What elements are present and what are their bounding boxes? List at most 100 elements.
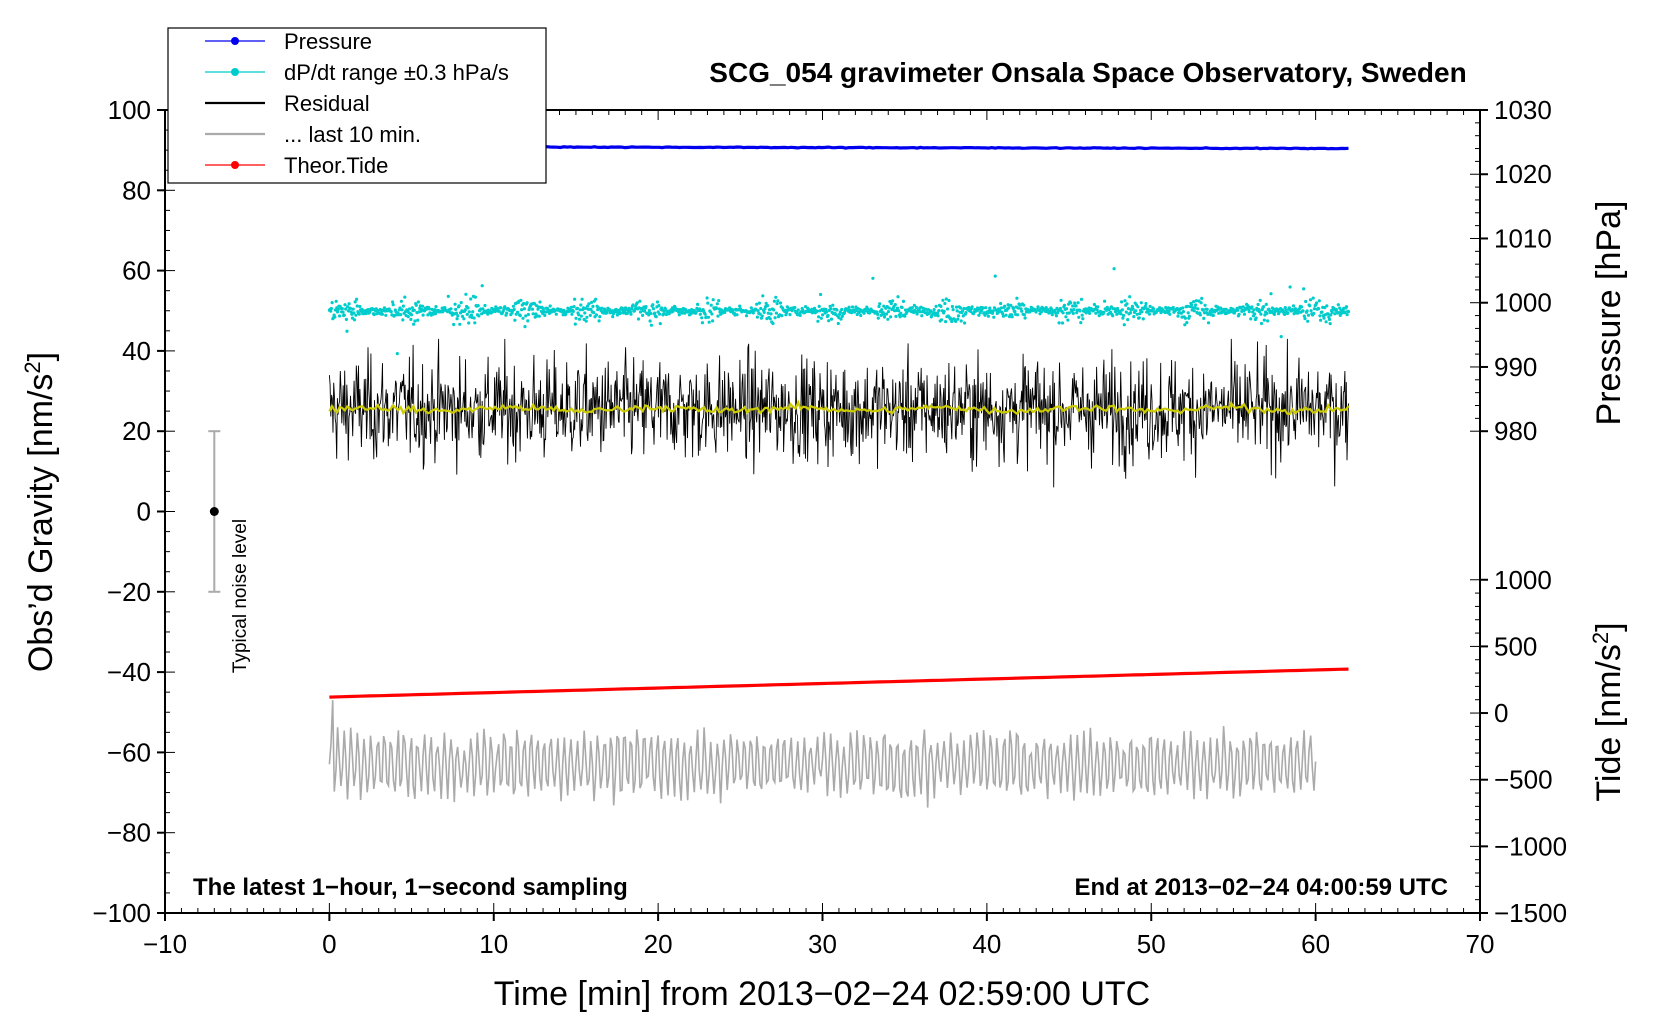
dpdt-point <box>598 315 602 319</box>
dpdt-point <box>954 305 959 309</box>
dpdt-point <box>950 319 954 324</box>
dpdt-point <box>1315 301 1319 305</box>
dpdt-point <box>717 299 721 303</box>
dpdt-point <box>757 301 762 305</box>
x-axis: −10 0 10 20 30 40 50 60 70 <box>143 913 1494 959</box>
dpdt-point <box>1183 316 1187 320</box>
dpdt-point <box>434 305 438 309</box>
dpdt-point <box>1258 298 1262 302</box>
dpdt-point <box>522 307 527 311</box>
dpdt-point <box>796 308 800 312</box>
pressure-tick-label: 990 <box>1494 352 1537 382</box>
dpdt-point <box>744 314 749 318</box>
dpdt-point <box>711 298 715 302</box>
dpdt-point <box>1064 307 1069 311</box>
x-tick-label: −10 <box>143 929 187 959</box>
dpdt-point <box>1187 314 1192 318</box>
dpdt-point <box>1003 304 1007 308</box>
dpdt-point <box>472 316 476 320</box>
dpdt-point <box>991 309 995 313</box>
dpdt-point <box>416 318 420 322</box>
dpdt-point <box>1016 306 1020 310</box>
dpdt-point <box>519 298 523 302</box>
dpdt-point <box>951 308 955 312</box>
dpdt-point <box>821 313 825 317</box>
dpdt-point <box>505 311 509 315</box>
dpdt-point <box>414 303 418 307</box>
dpdt-point <box>454 307 458 311</box>
y-tick-label: −20 <box>107 577 151 607</box>
dpdt-point <box>1105 305 1109 309</box>
dpdt-point <box>773 316 777 320</box>
dpdt-point <box>793 305 797 310</box>
dpdt-point <box>738 304 742 308</box>
dpdt-point <box>993 274 997 278</box>
dpdt-point <box>1095 308 1099 312</box>
dpdt-point <box>570 312 574 316</box>
dpdt-point <box>469 297 473 301</box>
dpdt-point <box>955 309 959 313</box>
dpdt-point <box>575 306 580 310</box>
dpdt-point <box>1102 310 1106 314</box>
dpdt-point <box>825 310 829 314</box>
dpdt-point <box>946 307 950 311</box>
dpdt-point <box>715 306 719 310</box>
dpdt-point <box>1131 307 1135 311</box>
dpdt-point <box>406 315 410 319</box>
dpdt-point <box>935 311 940 315</box>
dpdt-point <box>1283 312 1287 316</box>
dpdt-point <box>1130 304 1134 308</box>
dpdt-point <box>817 315 821 319</box>
dpdt-point <box>1120 308 1124 312</box>
dpdt-point <box>1163 310 1167 315</box>
dpdt-point <box>610 309 614 313</box>
dpdt-point <box>1194 303 1198 307</box>
dpdt-point <box>658 312 662 316</box>
dpdt-point <box>1023 316 1027 320</box>
dpdt-point <box>1054 314 1058 318</box>
dpdt-point <box>1237 312 1241 316</box>
dpdt-point <box>1311 296 1315 300</box>
dpdt-point <box>942 309 946 313</box>
dpdt-point <box>344 307 348 311</box>
dpdt-point <box>893 303 897 307</box>
dpdt-point <box>658 322 662 326</box>
dpdt-point <box>981 306 985 310</box>
dpdt-point <box>372 313 376 317</box>
dpdt-point <box>1346 310 1351 314</box>
dpdt-point <box>454 311 458 315</box>
dpdt-point <box>1301 309 1305 313</box>
dpdt-point <box>340 307 344 311</box>
dpdt-point <box>828 304 832 308</box>
dpdt-point <box>1309 309 1313 313</box>
dpdt-point <box>1272 312 1276 316</box>
dpdt-point <box>338 314 342 318</box>
dpdt-point <box>816 319 820 323</box>
y-axis: 100 80 60 40 20 0 −20 −40 −60 −80 −100 <box>92 95 165 928</box>
dpdt-point <box>766 311 770 315</box>
pressure-tick-label: 1020 <box>1494 159 1552 189</box>
dpdt-point <box>896 295 900 299</box>
dpdt-point <box>1122 313 1126 318</box>
dpdt-point <box>1279 335 1283 339</box>
dpdt-point <box>949 317 953 321</box>
dpdt-point <box>943 301 947 306</box>
dpdt-point <box>1126 318 1130 322</box>
pressure-tick-label: 1010 <box>1494 223 1552 253</box>
dpdt-point <box>1141 317 1145 321</box>
dpdt-point <box>399 313 403 317</box>
dpdt-point <box>1192 300 1196 304</box>
dpdt-point <box>999 301 1003 306</box>
dpdt-point <box>391 300 395 304</box>
dpdt-point <box>655 300 660 304</box>
y-tick-label: 100 <box>108 95 151 125</box>
y-tick-label: 80 <box>122 175 151 205</box>
dpdt-point <box>887 306 891 310</box>
dpdt-point <box>456 314 460 318</box>
dpdt-point <box>401 318 405 322</box>
dpdt-point <box>1320 310 1324 314</box>
dpdt-point <box>772 308 776 312</box>
dpdt-point <box>1134 309 1138 313</box>
tide-tick-label: −1500 <box>1494 898 1567 928</box>
dpdt-point <box>1058 306 1062 311</box>
